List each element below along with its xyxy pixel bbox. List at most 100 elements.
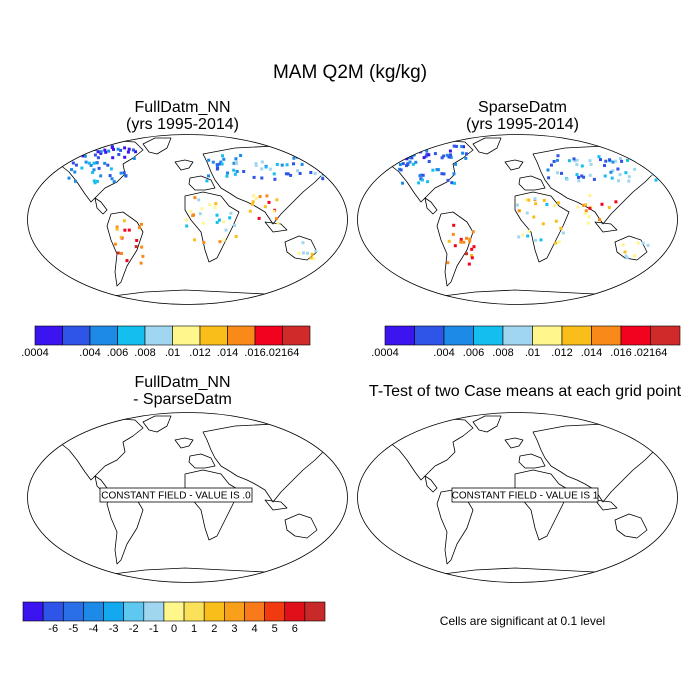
station-marker: [470, 254, 473, 257]
coastline: [142, 137, 172, 155]
colorbar-swatch: [244, 601, 265, 622]
station-marker: [65, 149, 69, 152]
station-marker: [588, 173, 592, 177]
station-marker: [650, 158, 654, 162]
station-marker: [119, 235, 123, 239]
station-marker: [406, 162, 410, 166]
station-marker: [207, 158, 211, 162]
station-marker: [91, 170, 95, 174]
station-marker: [586, 221, 590, 225]
station-marker: [83, 154, 87, 158]
station-marker: [532, 215, 536, 219]
station-marker: [422, 156, 426, 160]
map-border: [357, 412, 678, 583]
station-marker: [405, 157, 409, 161]
colorbar-swatch: [163, 601, 185, 622]
station-marker: [623, 250, 627, 254]
colorbar-swatch: [199, 325, 228, 346]
station-marker: [97, 166, 101, 170]
station-marker: [324, 154, 328, 158]
station-marker: [96, 150, 100, 154]
panel-title-line: (yrs 1995-2014): [126, 116, 239, 133]
colorbar-swatch: [384, 325, 415, 346]
station-marker: [454, 162, 457, 166]
station-marker: [401, 152, 405, 156]
station-marker: [440, 156, 444, 160]
colorbar-label: .01: [165, 347, 180, 359]
station-marker: [192, 213, 196, 217]
station-marker: [442, 172, 446, 176]
station-marker: [213, 205, 217, 209]
colorbar-label: .016: [610, 347, 631, 359]
station-markers: [65, 144, 328, 265]
station-marker: [257, 216, 261, 220]
station-marker: [310, 252, 314, 256]
station-marker: [452, 172, 456, 176]
colorbar-label: .012: [189, 347, 210, 359]
station-marker: [539, 238, 543, 242]
station-marker: [70, 168, 73, 172]
station-marker: [92, 179, 96, 183]
station-marker: [534, 202, 538, 206]
colorbar-label: 6: [292, 623, 298, 635]
station-marker: [567, 159, 571, 163]
station-marker: [580, 174, 584, 178]
station-marker: [395, 150, 399, 153]
station-marker: [111, 156, 115, 160]
station-marker: [302, 251, 305, 255]
station-marker: [447, 155, 451, 159]
station-marker: [89, 164, 93, 167]
coastline: [514, 469, 570, 541]
station-marker: [450, 181, 454, 185]
map-difference: CONSTANT FIELD - VALUE IS .0: [27, 412, 348, 583]
coastline: [614, 513, 648, 539]
station-marker: [82, 150, 86, 154]
map-border: [27, 412, 348, 583]
station-marker: [425, 149, 429, 153]
station-marker: [250, 202, 254, 206]
station-marker: [96, 156, 100, 160]
station-marker: [445, 153, 449, 157]
station-marker: [465, 236, 468, 240]
station-marker: [275, 198, 279, 202]
station-marker: [298, 172, 302, 175]
station-marker: [112, 147, 115, 151]
colorbar-swatch: [264, 601, 286, 622]
coastline: [594, 221, 618, 233]
colorbar-label: -1: [149, 623, 159, 635]
station-marker: [110, 145, 114, 149]
station-marker: [222, 238, 226, 242]
station-marker: [106, 163, 110, 167]
coastline: [264, 221, 288, 233]
station-marker: [552, 160, 556, 163]
station-marker: [127, 228, 131, 232]
station-marker: [614, 159, 618, 163]
station-marker: [218, 240, 222, 244]
station-marker: [140, 245, 144, 249]
station-marker: [320, 174, 324, 178]
station-marker: [80, 149, 84, 153]
colorbar-q2m-left: .0004 .004 .006 .008 .01 .012 .014 .016.02164: [21, 325, 311, 359]
station-marker: [200, 207, 204, 211]
station-marker: [587, 215, 591, 219]
station-marker: [93, 153, 97, 157]
station-marker: [410, 156, 414, 160]
constant-field-box: [99, 487, 253, 503]
station-marker: [398, 163, 402, 166]
colorbar-label: -5: [68, 623, 78, 635]
station-marker: [254, 197, 258, 200]
station-marker: [226, 171, 229, 175]
station-marker: [193, 238, 196, 242]
colorbar-label: .006: [107, 347, 128, 359]
panel-title-ttest: T-Test of two Case means at each grid po…: [355, 383, 695, 400]
colorbar-swatch: [62, 601, 84, 622]
station-marker: [527, 229, 531, 233]
station-marker: [214, 202, 218, 206]
colorbar-swatch: [227, 325, 256, 346]
colorbar-swatch: [414, 325, 445, 346]
colorbar-swatch: [34, 325, 63, 346]
station-marker: [625, 256, 629, 260]
station-marker: [233, 224, 237, 227]
coastline: [142, 415, 172, 433]
panel-title-line: - SparseDatm: [133, 391, 232, 408]
